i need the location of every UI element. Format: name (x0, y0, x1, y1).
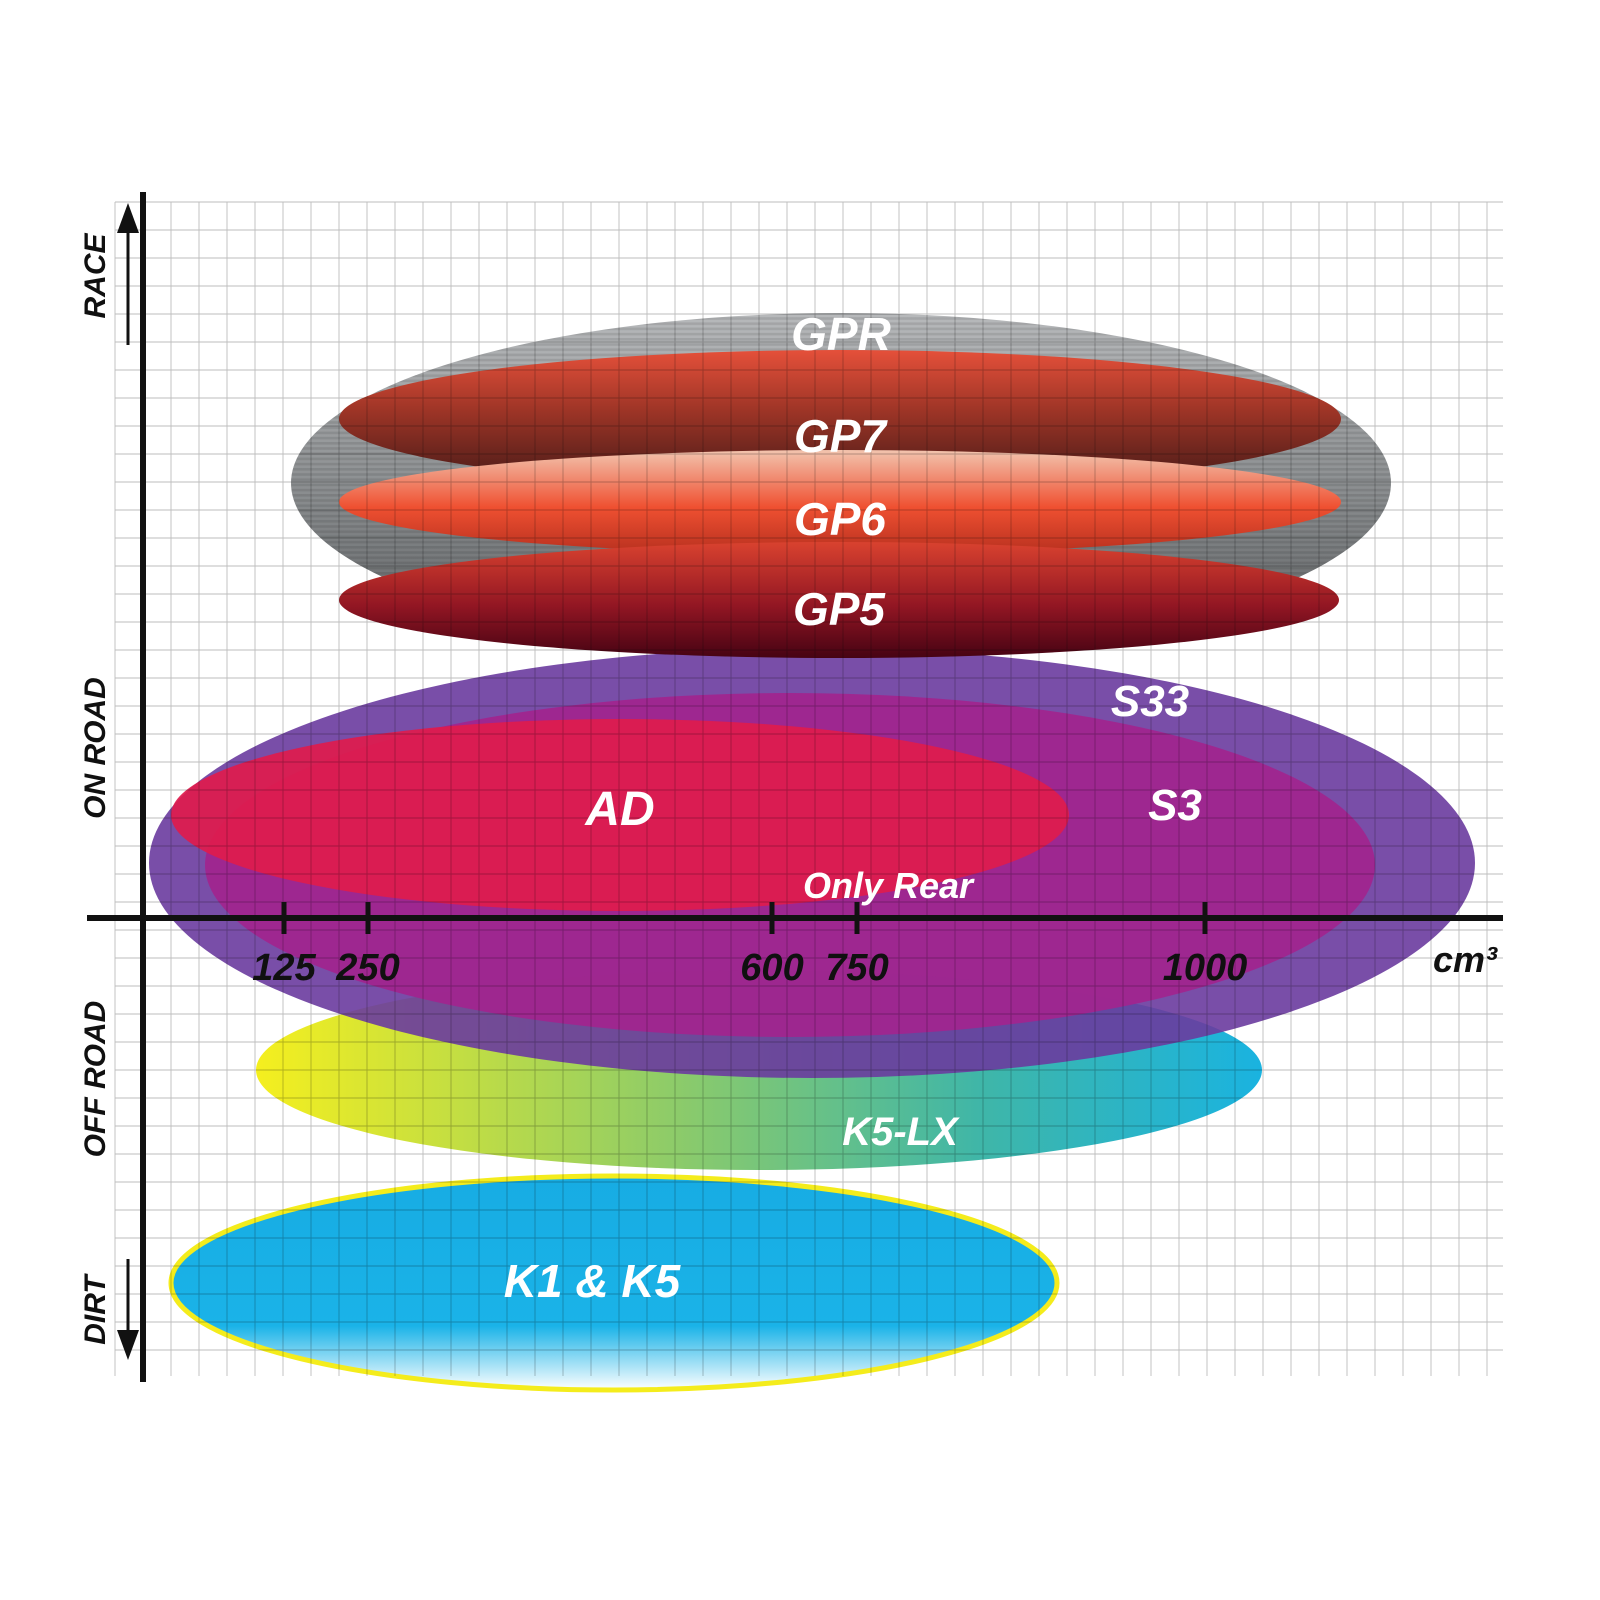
svg-text:RACE: RACE (79, 233, 112, 319)
svg-text:250: 250 (335, 947, 399, 989)
svg-text:125: 125 (252, 947, 316, 989)
svg-text:GP6: GP6 (794, 493, 886, 545)
svg-text:Only Rear: Only Rear (803, 865, 975, 906)
svg-text:cm³: cm³ (1433, 939, 1498, 980)
svg-text:GP7: GP7 (794, 410, 888, 462)
svg-text:K1 & K5: K1 & K5 (504, 1255, 682, 1307)
svg-text:GP5: GP5 (793, 583, 886, 635)
svg-text:S3: S3 (1148, 781, 1202, 830)
svg-text:S33: S33 (1111, 677, 1189, 726)
svg-text:AD: AD (584, 783, 654, 836)
svg-text:600: 600 (740, 947, 803, 989)
svg-text:K5-LX: K5-LX (842, 1110, 960, 1154)
svg-text:ON ROAD: ON ROAD (79, 677, 112, 819)
svg-text:GPR: GPR (791, 308, 891, 360)
svg-text:DIRT: DIRT (79, 1273, 112, 1345)
svg-text:1000: 1000 (1163, 947, 1248, 989)
svg-text:750: 750 (825, 947, 888, 989)
svg-text:OFF ROAD: OFF ROAD (79, 1001, 112, 1158)
